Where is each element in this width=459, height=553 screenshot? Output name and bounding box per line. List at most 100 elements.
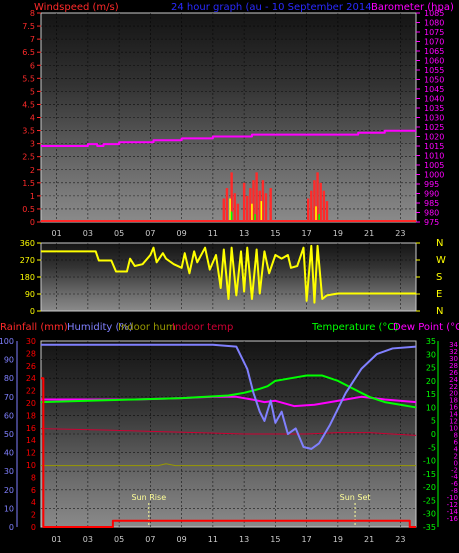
humidity-tick-label: 0 (9, 523, 14, 532)
dewpoint-axis-title: Dew Point (°C) (393, 322, 459, 333)
temperature-tick-label: -5 (428, 443, 436, 452)
temperature-tick-label: 10 (426, 403, 436, 412)
dewpoint-tick-label: 0 (454, 459, 458, 467)
barometer-tick-label: 1065 (424, 47, 444, 56)
average-wind-bar (254, 214, 256, 222)
humidity-tick-label: 80 (4, 374, 14, 383)
temperature-tick-label: 0 (431, 430, 436, 439)
barometer-tick-label: 980 (424, 209, 439, 218)
barometer-tick-label: 1085 (424, 9, 444, 18)
top-hour-label: 13 (239, 229, 249, 238)
dewpoint-tick-label: 22 (449, 383, 458, 391)
barometer-tick-label: 1045 (424, 85, 444, 94)
indoor-humidity-axis-title: Indoor hum (118, 322, 176, 333)
bottom-hour-tick-labels: 01 03 05 07 09 11 13 15 17 19 21 23 (52, 535, 406, 544)
temperature-tick-label: 15 (426, 390, 436, 399)
direction-degree-tick-label: 0 (30, 307, 35, 316)
windspeed-bar (261, 180, 265, 222)
barometer-tick-label: 1010 (424, 152, 444, 161)
top-hour-label: 17 (302, 229, 312, 238)
bottom-hour-label: 01 (52, 535, 62, 544)
direction-degree-tick-label: 180 (20, 273, 35, 282)
bottom-hour-label: 11 (208, 535, 218, 544)
dewpoint-tick-label: 14 (449, 411, 458, 419)
windspeed-tick-label: 5.5 (22, 74, 35, 83)
dewpoint-tick-label: 30 (449, 355, 458, 363)
top-hour-label: 15 (270, 229, 280, 238)
top-hour-label: 05 (114, 229, 124, 238)
temperature-tick-label: -35 (423, 523, 436, 532)
dewpoint-tick-label: 10 (449, 425, 458, 433)
top-hour-label: 23 (395, 229, 405, 238)
temperature-axis-title: Temperature (°C) (311, 322, 398, 333)
top-hour-label: 21 (364, 229, 374, 238)
windspeed-tick-labels: 8 7.5 7 6.5 6 5.5 5 4.5 4 3.5 3 2.5 2 1.5 1 0.5 0 (22, 9, 41, 227)
dewpoint-tick-label: -10 (447, 494, 458, 502)
barometer-tick-label: 1005 (424, 161, 444, 170)
gust-bar (260, 201, 263, 222)
compass-tick-label: N (436, 306, 443, 317)
dewpoint-tick-label: 6 (454, 438, 459, 446)
bottom-hour-label: 05 (114, 535, 124, 544)
compass-tick-label: S (436, 272, 442, 283)
compass-tick-label: N (436, 238, 443, 249)
humidity-tick-label: 30 (4, 467, 14, 476)
humidity-line (41, 343, 417, 450)
rainfall-tick-label: 28 (26, 349, 36, 358)
windspeed-tick-label: 7 (30, 35, 35, 44)
barometer-tick-labels: 1085108010751070106510601055105010451040… (416, 9, 444, 227)
wind-baro-panel: Windspeed (m/s) 24 hour graph (au - 10 S… (22, 2, 454, 238)
dewpoint-tick-label: -2 (451, 466, 458, 474)
windspeed-bar (269, 188, 272, 222)
temperature-tick-label: -25 (423, 496, 436, 505)
rainfall-tick-label: 26 (26, 362, 36, 371)
windspeed-bar (225, 188, 229, 222)
barometer-tick-label: 975 (424, 218, 439, 227)
rainfall-tick-label: 18 (26, 411, 36, 420)
dewpoint-tick-label: 18 (449, 397, 458, 405)
temperature-panel: Sun Rise Sun Set Rainfall (mm) Humidity (… (0, 322, 459, 544)
bottom-hour-label: 19 (333, 535, 343, 544)
temperature-tick-label: -15 (423, 470, 436, 479)
humidity-tick-label: 50 (4, 430, 14, 439)
rainfall-tick-label: 20 (26, 399, 36, 408)
top-hour-label: 09 (177, 229, 187, 238)
dewpoint-tick-label: -12 (447, 501, 458, 509)
barometer-tick-label: 1075 (424, 28, 444, 37)
barometer-tick-label: 1050 (424, 76, 444, 85)
temperature-tick-labels: 35 30 25 20 15 10 5 0 -5 -10 -15 -20 -25 -30 -35 (423, 337, 439, 532)
temperature-tick-label: 25 (426, 364, 436, 373)
barometer-tick-label: 1025 (424, 123, 444, 132)
rainfall-tick-label: 16 (26, 424, 36, 433)
windspeed-tick-label: 6 (30, 61, 35, 70)
wind-direction-line (41, 244, 416, 304)
windspeed-bar (233, 193, 236, 222)
dewpoint-tick-label: 4 (454, 445, 459, 453)
top-hour-label: 01 (52, 229, 62, 238)
sun-markers: Sun Rise Sun Set (131, 493, 371, 527)
dewpoint-tick-label: -14 (447, 508, 459, 516)
barometer-tick-label: 1055 (424, 66, 444, 75)
humidity-tick-label: 100 (0, 337, 14, 346)
barometer-tick-label: 985 (424, 199, 439, 208)
humidity-tick-label: 10 (4, 504, 14, 513)
rainfall-tick-label: 4 (31, 498, 36, 507)
dewpoint-tick-label: 26 (449, 369, 458, 377)
temperature-tick-label: 30 (426, 350, 436, 359)
temperature-tick-label: -30 (423, 510, 436, 519)
rainfall-tick-label: 0 (31, 523, 36, 532)
indoor-humidity-line (41, 463, 416, 467)
rainfall-tick-label: 30 (26, 337, 36, 346)
dewpoint-tick-label: 24 (449, 376, 458, 384)
dewpoint-tick-label: 8 (454, 431, 458, 439)
temperature-tick-label: -10 (423, 457, 436, 466)
sunrise-label: Sun Rise (131, 493, 166, 502)
temperature-series (40, 343, 417, 528)
barometer-tick-label: 1015 (424, 142, 444, 151)
windspeed-tick-label: 2.5 (22, 153, 35, 162)
windspeed-bar (316, 172, 319, 222)
top-hour-tick-labels: 01 03 05 07 09 11 13 15 17 19 21 23 (52, 229, 406, 238)
rainfall-tick-label: 12 (26, 449, 36, 458)
